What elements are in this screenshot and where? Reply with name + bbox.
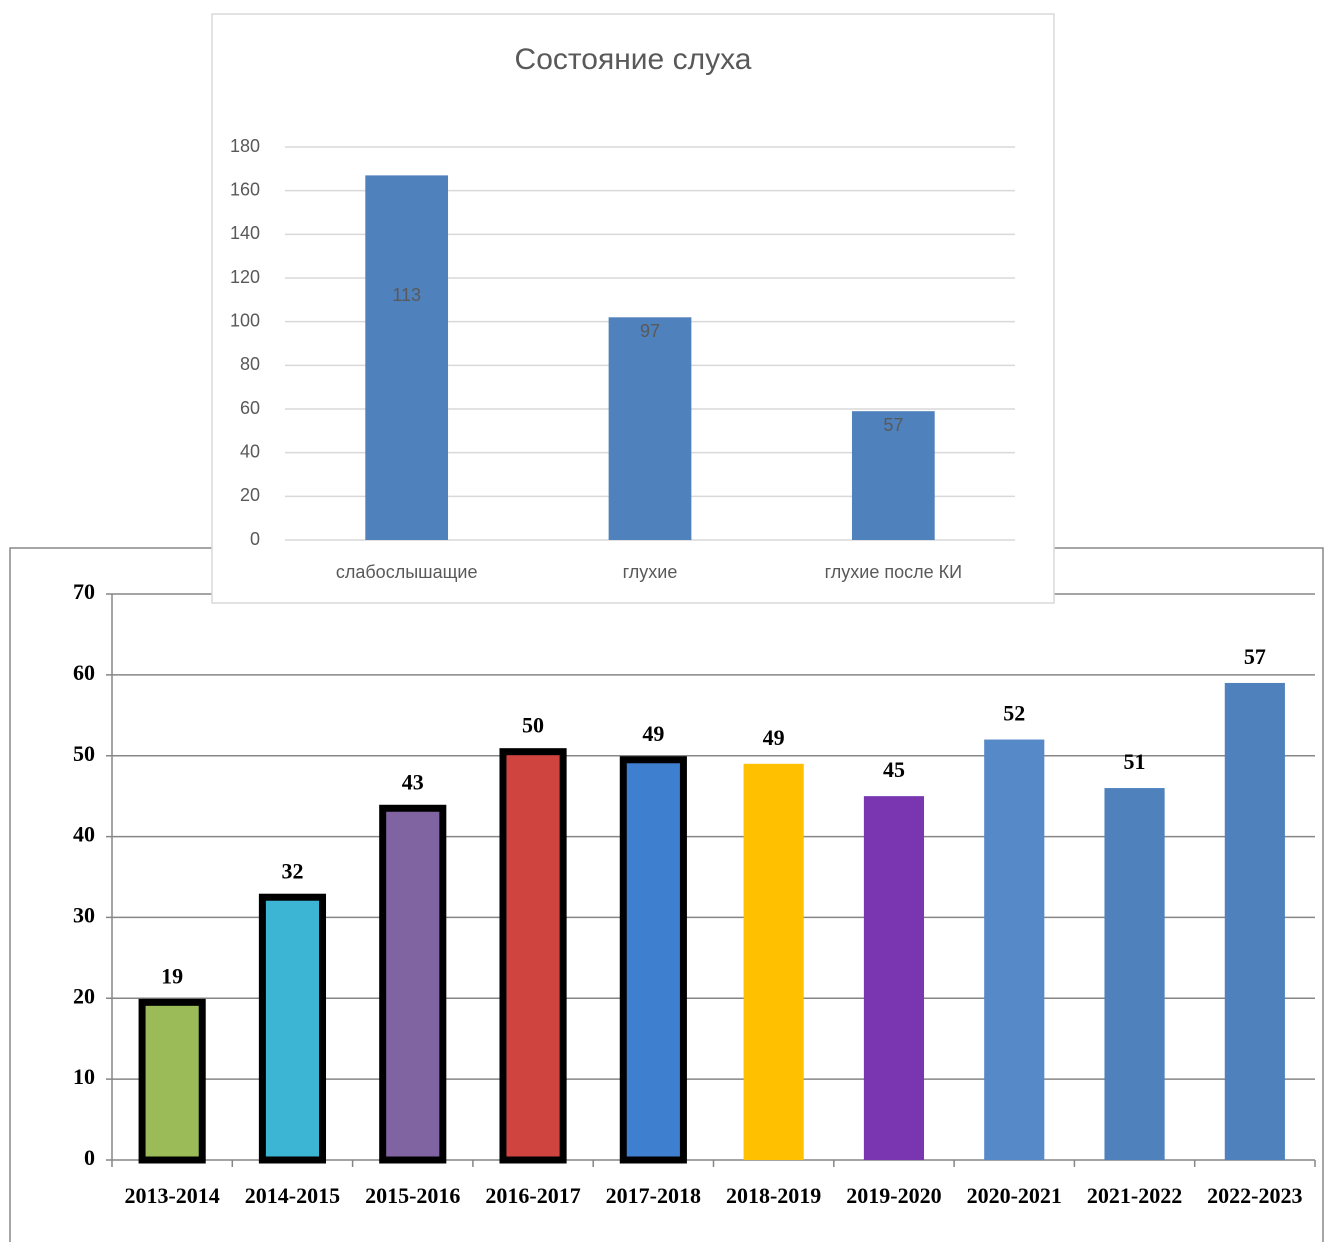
bar	[619, 756, 687, 1164]
bar	[1224, 682, 1285, 1160]
y-tick-label: 0	[84, 1145, 95, 1170]
bar	[365, 175, 449, 540]
y-tick-label: 40	[73, 822, 95, 847]
data-label: 113	[392, 285, 421, 305]
y-tick-label: 100	[230, 310, 260, 330]
x-tick-label: глухие после КИ	[825, 562, 962, 582]
x-tick-label: 2020-2021	[967, 1183, 1062, 1208]
bar	[863, 796, 925, 1160]
x-tick-label: 2019-2020	[846, 1183, 941, 1208]
x-tick-label: глухие	[623, 562, 678, 582]
data-label: 32	[281, 858, 303, 883]
data-label: 45	[883, 757, 905, 782]
x-tick-label: 2014-2015	[245, 1183, 340, 1208]
y-tick-label: 10	[73, 1064, 95, 1089]
bar	[743, 763, 804, 1160]
y-tick-label: 120	[230, 267, 260, 287]
y-tick-label: 40	[240, 441, 260, 461]
data-label: 49	[763, 725, 785, 750]
y-tick-label: 20	[240, 485, 260, 505]
bar	[499, 748, 567, 1164]
y-tick-label: 50	[73, 741, 95, 766]
data-label: 51	[1124, 749, 1146, 774]
x-tick-label: 2022-2023	[1207, 1183, 1302, 1208]
x-tick-label: 2013-2014	[124, 1183, 219, 1208]
data-label: 43	[402, 769, 424, 794]
yearly-chart: 0 10 20 30 40 50 60 70 2013-2014 19 2014-2015 32 201…	[9, 547, 1324, 1242]
bar	[258, 893, 327, 1164]
x-tick-label: 2016-2017	[485, 1183, 580, 1208]
data-label: 19	[161, 963, 183, 988]
bar	[608, 317, 692, 540]
y-tick-label: 30	[73, 902, 95, 927]
y-tick-label: 140	[230, 223, 260, 243]
y-tick-label: 160	[230, 179, 260, 199]
data-label: 57	[1244, 644, 1266, 669]
bar	[1104, 788, 1165, 1160]
bar	[984, 739, 1045, 1160]
x-tick-label: 2017-2018	[606, 1183, 701, 1208]
chart-title: Состояние слуха	[515, 43, 752, 76]
hearing-chart: Состояние слуха 0 20 40 60 80 100 120 140 160 180…	[211, 13, 1055, 604]
data-label: 97	[640, 321, 660, 341]
y-tick-label: 180	[230, 136, 260, 156]
y-tick-label: 70	[73, 579, 95, 604]
bar	[379, 804, 447, 1164]
bar	[138, 998, 206, 1164]
x-tick-label: 2021-2022	[1087, 1183, 1182, 1208]
x-tick-label: 2015-2016	[365, 1183, 460, 1208]
data-label: 49	[642, 721, 664, 746]
y-tick-label: 20	[73, 983, 95, 1008]
data-label: 57	[883, 415, 903, 435]
y-tick-label: 60	[240, 398, 260, 418]
y-tick-label: 80	[240, 354, 260, 374]
bar	[851, 411, 935, 540]
x-tick-label: 2018-2019	[726, 1183, 821, 1208]
y-tick-label: 60	[73, 660, 95, 685]
y-tick-label: 0	[250, 529, 260, 549]
x-tick-label: слабослышащие	[336, 562, 478, 582]
data-label: 50	[522, 713, 544, 738]
data-label: 52	[1003, 701, 1025, 726]
